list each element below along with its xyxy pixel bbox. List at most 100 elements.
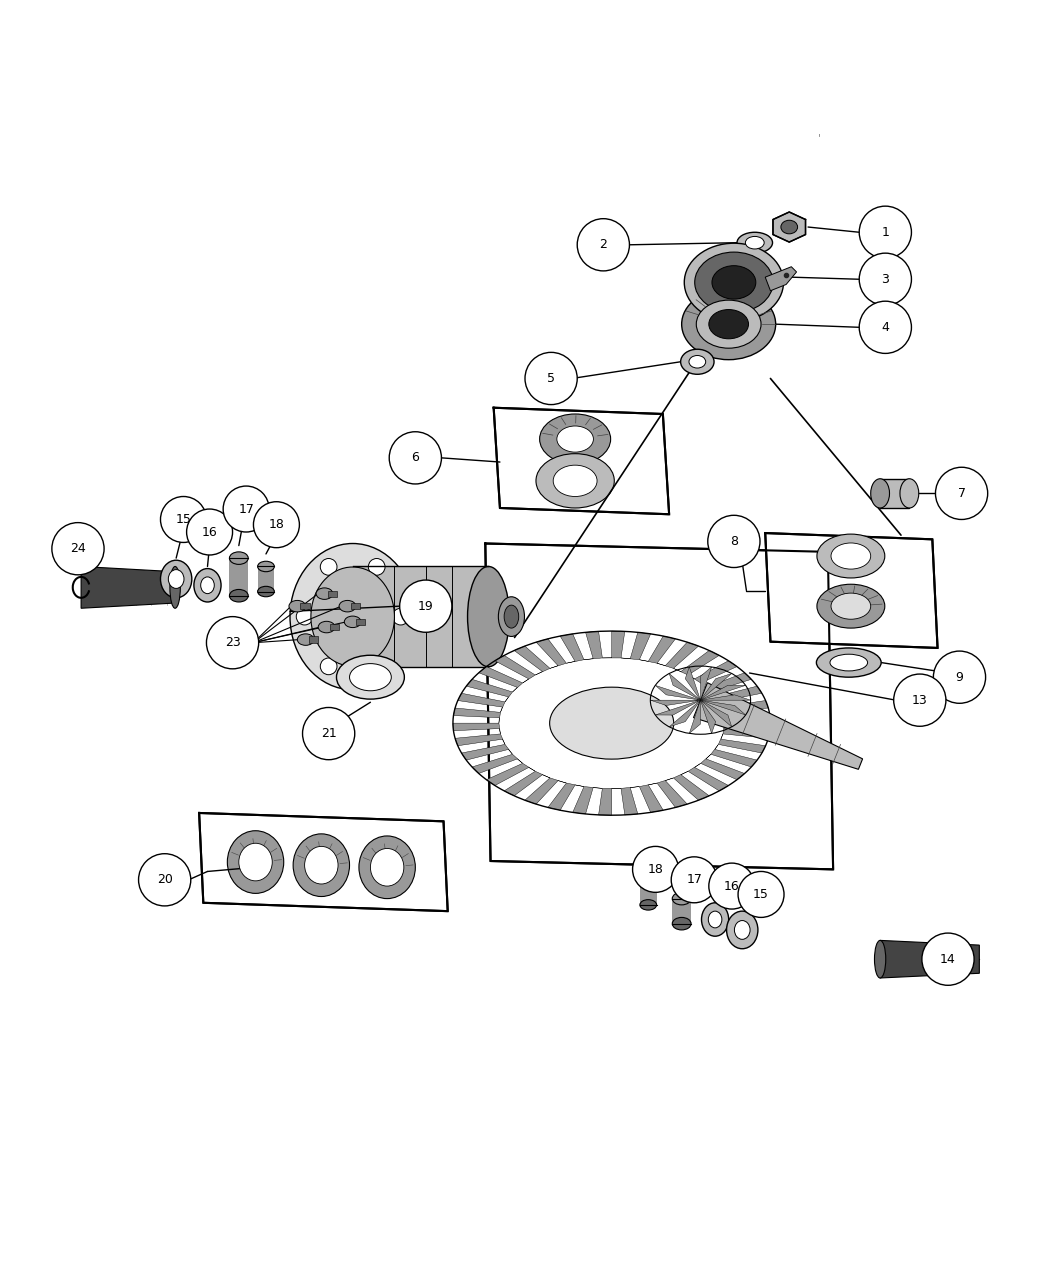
Ellipse shape xyxy=(709,912,722,928)
Ellipse shape xyxy=(831,593,870,620)
Polygon shape xyxy=(700,755,744,780)
Ellipse shape xyxy=(536,454,614,507)
Ellipse shape xyxy=(228,831,284,894)
Text: 18: 18 xyxy=(269,518,285,532)
Polygon shape xyxy=(584,631,603,659)
Circle shape xyxy=(859,301,911,353)
Circle shape xyxy=(632,847,678,892)
Ellipse shape xyxy=(709,310,749,339)
Circle shape xyxy=(302,708,355,760)
Circle shape xyxy=(139,854,191,907)
Ellipse shape xyxy=(553,465,597,496)
Polygon shape xyxy=(486,764,536,785)
Circle shape xyxy=(936,467,988,519)
Circle shape xyxy=(671,857,717,903)
Polygon shape xyxy=(700,700,716,733)
Ellipse shape xyxy=(672,918,691,929)
Circle shape xyxy=(859,254,911,306)
Ellipse shape xyxy=(336,655,404,699)
Text: 18: 18 xyxy=(648,863,664,876)
Circle shape xyxy=(320,558,337,575)
Text: 24: 24 xyxy=(70,542,86,555)
Ellipse shape xyxy=(339,601,356,612)
Circle shape xyxy=(369,658,385,674)
Polygon shape xyxy=(700,667,712,700)
Ellipse shape xyxy=(170,566,181,608)
Circle shape xyxy=(51,523,104,575)
Text: 15: 15 xyxy=(175,513,191,527)
Polygon shape xyxy=(351,603,360,609)
Circle shape xyxy=(922,933,974,986)
Text: 6: 6 xyxy=(412,451,419,464)
Text: 20: 20 xyxy=(156,873,172,886)
Ellipse shape xyxy=(639,878,656,889)
Polygon shape xyxy=(688,660,737,683)
Ellipse shape xyxy=(289,601,306,612)
Polygon shape xyxy=(765,266,797,291)
Polygon shape xyxy=(330,623,339,630)
Polygon shape xyxy=(657,643,698,668)
Ellipse shape xyxy=(316,588,333,599)
Ellipse shape xyxy=(499,597,525,636)
Circle shape xyxy=(933,652,986,704)
Ellipse shape xyxy=(359,836,416,899)
Ellipse shape xyxy=(695,252,773,312)
Circle shape xyxy=(393,608,410,625)
Polygon shape xyxy=(700,673,752,692)
Polygon shape xyxy=(718,734,765,754)
Polygon shape xyxy=(639,636,675,663)
Polygon shape xyxy=(525,778,566,805)
Polygon shape xyxy=(466,680,512,703)
Ellipse shape xyxy=(238,843,272,881)
Text: 4: 4 xyxy=(881,321,889,334)
Circle shape xyxy=(320,658,337,674)
Polygon shape xyxy=(700,673,732,700)
Ellipse shape xyxy=(467,566,509,667)
Text: 14: 14 xyxy=(940,952,956,965)
Polygon shape xyxy=(257,566,274,592)
Text: 13: 13 xyxy=(911,694,928,706)
Ellipse shape xyxy=(549,687,674,759)
Ellipse shape xyxy=(831,543,870,569)
Polygon shape xyxy=(655,686,700,700)
Circle shape xyxy=(708,515,760,567)
Circle shape xyxy=(296,608,313,625)
Ellipse shape xyxy=(875,941,886,978)
Polygon shape xyxy=(548,783,584,810)
Ellipse shape xyxy=(696,300,761,348)
Polygon shape xyxy=(723,723,770,738)
Ellipse shape xyxy=(817,534,885,578)
Polygon shape xyxy=(880,941,980,978)
Polygon shape xyxy=(537,639,566,668)
Ellipse shape xyxy=(297,634,314,645)
Ellipse shape xyxy=(817,648,881,677)
Polygon shape xyxy=(880,478,909,507)
Polygon shape xyxy=(455,734,505,746)
Polygon shape xyxy=(765,533,938,648)
Ellipse shape xyxy=(168,570,184,588)
Ellipse shape xyxy=(830,654,867,671)
Ellipse shape xyxy=(344,616,361,627)
Polygon shape xyxy=(458,694,505,713)
Ellipse shape xyxy=(746,236,764,249)
Text: 2: 2 xyxy=(600,238,607,251)
Ellipse shape xyxy=(311,567,395,667)
Circle shape xyxy=(161,496,207,542)
Polygon shape xyxy=(356,618,365,625)
Circle shape xyxy=(578,219,629,270)
Polygon shape xyxy=(229,558,248,595)
Polygon shape xyxy=(688,764,729,790)
Polygon shape xyxy=(700,685,746,700)
Text: 7: 7 xyxy=(958,487,966,500)
Ellipse shape xyxy=(290,543,416,690)
Polygon shape xyxy=(603,631,625,658)
Polygon shape xyxy=(693,682,863,769)
Text: 17: 17 xyxy=(238,502,254,515)
Polygon shape xyxy=(673,650,719,674)
Polygon shape xyxy=(686,667,700,700)
Ellipse shape xyxy=(680,349,714,375)
Text: 16: 16 xyxy=(723,880,739,892)
Polygon shape xyxy=(572,787,603,813)
Ellipse shape xyxy=(639,900,656,910)
Text: 3: 3 xyxy=(881,273,889,286)
